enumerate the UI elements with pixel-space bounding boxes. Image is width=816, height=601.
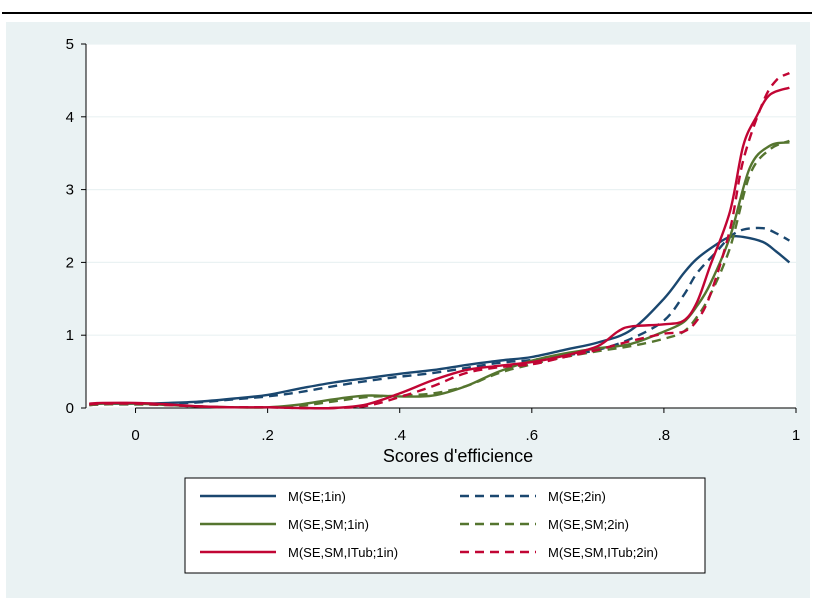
series-lines (89, 72, 791, 410)
x-tick-label: .2 (261, 427, 274, 444)
top-rule (2, 12, 812, 14)
plot-area (86, 44, 796, 408)
x-tick-label: .4 (393, 427, 406, 444)
y-tick-label: 4 (66, 109, 74, 126)
series-line-6 (89, 72, 790, 410)
legend-label: M(SE;2in) (548, 489, 606, 504)
x-tick-label: 0 (131, 427, 139, 444)
series-line-2 (89, 226, 791, 407)
tick-labels: 0 1 2 3 4 5 0 .2 .4 .6 .8 1 (66, 36, 801, 444)
y-tick-label: 0 (66, 400, 74, 417)
legend-label: M(SE,SM;1in) (288, 517, 369, 532)
y-tick-label: 3 (66, 182, 74, 199)
legend-box (184, 477, 706, 574)
series-line-5 (89, 86, 790, 410)
x-tick-label: 1 (792, 427, 800, 444)
legend-label: M(SE,SM,ITub;1in) (288, 545, 398, 560)
x-tick-label: .6 (526, 427, 539, 444)
legend: M(SE;1in) M(SE;2in) M(SE,SM;1in) M(SE,SM;2i… (200, 489, 658, 560)
y-tick-label: 5 (66, 36, 74, 53)
legend-label: M(SE,SM;2in) (548, 517, 629, 532)
x-axis-title: Scores d'efficience (383, 446, 533, 466)
y-tick-label: 2 (66, 254, 74, 271)
legend-label: M(SE,SM,ITub;2in) (548, 545, 658, 560)
legend-label: M(SE;1in) (288, 489, 346, 504)
y-tick-label: 1 (66, 327, 74, 344)
x-tick-label: .8 (658, 427, 671, 444)
